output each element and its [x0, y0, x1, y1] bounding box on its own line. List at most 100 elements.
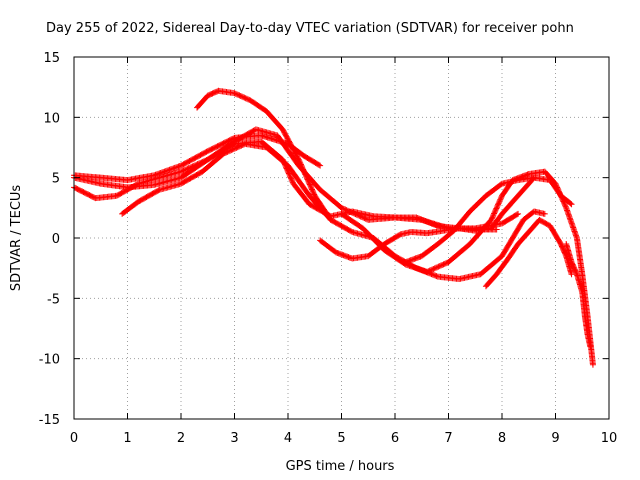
data-point: [341, 205, 348, 212]
data-point: [220, 150, 227, 157]
data-point: [155, 187, 162, 194]
data-point: [491, 210, 498, 217]
data-point: [358, 214, 365, 221]
y-tick-label: -10: [39, 353, 60, 368]
data-point: [228, 147, 235, 154]
data-point: [541, 210, 548, 217]
data-point: [180, 167, 187, 174]
data-point: [492, 208, 499, 215]
data-point: [488, 215, 495, 222]
data-point: [315, 161, 322, 168]
series-track-7: [338, 168, 596, 368]
data-point: [338, 204, 345, 211]
data-point: [561, 201, 568, 208]
data-point: [347, 208, 354, 215]
data-point: [349, 210, 356, 217]
data-point: [288, 175, 295, 182]
x-tick-label: 0: [70, 431, 78, 446]
x-tick-label: 5: [337, 431, 345, 446]
data-point: [339, 205, 346, 212]
data-point: [429, 266, 436, 273]
x-tick-label: 3: [230, 431, 238, 446]
data-point: [289, 178, 296, 185]
data-point: [181, 166, 188, 173]
data-point: [515, 210, 522, 217]
data-point: [361, 215, 368, 222]
data-point: [589, 361, 596, 368]
data-point: [427, 267, 434, 274]
data-point: [497, 196, 504, 203]
data-point: [288, 176, 295, 183]
data-point: [430, 265, 437, 272]
data-point: [348, 228, 355, 235]
data-point: [239, 142, 246, 149]
data-point: [351, 210, 358, 217]
x-tick-label: 2: [177, 431, 185, 446]
x-tick-label: 6: [391, 431, 399, 446]
grid-lines: [74, 57, 609, 419]
data-point: [234, 144, 241, 151]
y-tick-label: -5: [47, 292, 60, 307]
data-point: [495, 200, 502, 207]
data-point: [568, 271, 575, 278]
data-point: [489, 213, 496, 220]
chart-title: Day 255 of 2022, Sidereal Day-to-day VTE…: [46, 21, 574, 36]
data-point: [238, 142, 245, 149]
data-point: [227, 147, 234, 154]
data-point: [435, 263, 442, 270]
data-point: [437, 262, 444, 269]
data-point: [233, 144, 240, 151]
data-point: [496, 199, 503, 206]
data-point: [346, 208, 353, 215]
data-point: [237, 143, 244, 150]
data-point: [287, 174, 294, 181]
data-point: [327, 215, 334, 222]
data-point: [490, 211, 497, 218]
series-track-5: [194, 87, 334, 223]
y-tick-label: 15: [43, 51, 60, 66]
data-point: [434, 264, 441, 271]
data-point: [488, 216, 495, 223]
series-track-9: [482, 216, 575, 290]
data-point: [353, 211, 360, 218]
data-point: [493, 205, 500, 212]
data-point: [344, 207, 351, 214]
data-point: [441, 260, 448, 267]
data-marks: [71, 87, 596, 368]
data-point: [436, 263, 443, 270]
x-tick-label: 1: [123, 431, 131, 446]
data-point: [224, 148, 231, 155]
data-point: [362, 215, 369, 222]
data-point: [431, 265, 438, 272]
data-point: [348, 209, 355, 216]
data-point: [568, 201, 575, 208]
data-point: [442, 260, 449, 267]
data-point: [492, 206, 499, 213]
series-track-10: [563, 241, 594, 350]
data-point: [439, 261, 446, 268]
data-point: [229, 146, 236, 153]
data-point: [342, 206, 349, 213]
data-point: [489, 214, 496, 221]
x-tick-label: 9: [551, 431, 559, 446]
data-point: [562, 202, 569, 209]
data-point: [494, 202, 501, 209]
data-point: [356, 212, 363, 219]
data-point: [223, 149, 230, 156]
data-point: [286, 173, 293, 180]
data-point: [567, 200, 574, 207]
y-tick-label: -15: [39, 413, 60, 428]
x-tick-label: 10: [601, 431, 618, 446]
data-point: [496, 197, 503, 204]
data-point: [424, 268, 431, 275]
data-point: [357, 213, 364, 220]
x-tick-label: 4: [284, 431, 292, 446]
axis-ticks: 0 1 2 3 4 5 6 7 8 9 10 -15 -10 -5 0 5 10 15: [39, 51, 618, 446]
data-point: [230, 145, 237, 152]
data-point: [425, 268, 432, 275]
data-point: [587, 343, 594, 350]
data-point: [179, 168, 186, 175]
data-point: [360, 214, 367, 221]
data-point: [225, 148, 232, 155]
